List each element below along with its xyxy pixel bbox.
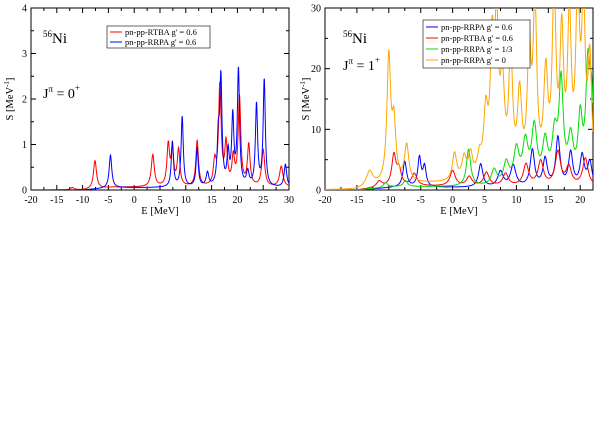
x-tick-label: -20	[24, 195, 37, 206]
left-legend-label-rtba: pn-pp-RTBA g' = 0.6	[125, 27, 197, 37]
right-series-line	[325, 47, 593, 190]
y-tick-label: 0	[316, 186, 321, 197]
x-tick-label: 15	[207, 195, 217, 206]
right-legend-label-rrpa-06: pn-pp-RRPA g' = 0.6	[441, 22, 512, 32]
right-nucleus-label: 56Ni	[343, 29, 367, 47]
x-tick-label: 25	[258, 195, 268, 206]
left-axis-ticks: -20 -15 -10 -5 0 5 10 15 20 25 30 0 1 2 3 4	[22, 4, 294, 207]
x-tick-label: -15	[350, 195, 363, 206]
right-legend-item: pn-pp-RTBA g' = 0.6	[426, 33, 513, 43]
left-legend-label-rrpa: pn-pp-RRPA g' = 0.6	[125, 37, 196, 47]
left-legend-item: pn-pp-RTBA g' = 0.6	[110, 27, 197, 37]
y-tick-label: 2	[22, 95, 27, 106]
x-tick-label: 20	[232, 195, 242, 206]
right-legend-label-rrpa-0: pn-pp-RRPA g' = 0	[441, 55, 506, 65]
right-x-axis-label: E [MeV]	[440, 206, 478, 217]
x-tick-label: 0	[450, 195, 455, 206]
left-y-axis-label: S [MeV-1]	[3, 78, 16, 121]
x-tick-label: -5	[104, 195, 112, 206]
right-series-line	[325, 149, 593, 190]
x-tick-label: 5	[158, 195, 163, 206]
right-legend-item: pn-pp-RRPA g' = 0	[426, 55, 506, 65]
left-x-axis-label: E [MeV]	[141, 206, 179, 217]
left-curves	[31, 66, 289, 190]
left-series-line	[31, 66, 289, 190]
x-tick-label: -15	[50, 195, 63, 206]
x-tick-label: 10	[181, 195, 191, 206]
x-tick-label: 30	[284, 195, 294, 206]
x-tick-label: -5	[417, 195, 425, 206]
x-tick-label: 5	[482, 195, 487, 206]
y-tick-label: 20	[311, 64, 321, 75]
right-series-line	[325, 8, 593, 190]
x-tick-label: -20	[318, 195, 331, 206]
right-panel: -20 -15 -10 -5 0 5 10 15 20 0 10 20 30 E [MeV] S [Me…	[299, 4, 594, 217]
y-tick-label: 4	[22, 4, 27, 15]
left-legend-item: pn-pp-RRPA g' = 0.6	[110, 37, 196, 47]
y-tick-label: 10	[311, 125, 321, 136]
right-legend-item: pn-pp-RRPA g' = 1/3	[426, 44, 512, 54]
left-jpi-label: Jπ = 0+	[43, 83, 80, 102]
y-tick-label: 1	[22, 140, 27, 151]
y-tick-label: 0	[22, 186, 27, 197]
x-tick-label: 10	[511, 195, 521, 206]
x-tick-label: 15	[543, 195, 553, 206]
left-nucleus-label: 56Ni	[43, 29, 67, 47]
y-tick-label: 3	[22, 49, 27, 60]
right-jpi-label: Jπ = 1+	[343, 55, 380, 74]
left-panel: -20 -15 -10 -5 0 5 10 15 20 25 30 0 1 2 3 4 E [MeV] S […	[3, 4, 294, 218]
right-axis-ticks: -20 -15 -10 -5 0 5 10 15 20 0 10 20 30	[311, 4, 593, 206]
left-legend: pn-pp-RTBA g' = 0.6 pn-pp-RRPA g' = 0.6	[106, 25, 211, 49]
left-legend-box	[106, 25, 211, 49]
right-legend: pn-pp-RRPA g' = 0.6 pn-pp-RTBA g' = 0.6 …	[422, 19, 531, 69]
x-tick-label: -10	[382, 195, 395, 206]
x-tick-label: 20	[575, 195, 585, 206]
x-tick-label: -10	[76, 195, 89, 206]
right-legend-box	[422, 19, 531, 69]
right-legend-label-rrpa-13: pn-pp-RRPA g' = 1/3	[441, 44, 512, 54]
right-legend-label-rtba-06: pn-pp-RTBA g' = 0.6	[441, 33, 513, 43]
right-y-axis-label: S [MeV-1]	[299, 78, 312, 121]
y-tick-label: 30	[311, 4, 321, 15]
right-legend-item: pn-pp-RRPA g' = 0.6	[426, 22, 512, 32]
x-tick-label: 0	[132, 195, 137, 206]
left-series-line	[31, 81, 289, 190]
right-curves	[325, 8, 593, 190]
